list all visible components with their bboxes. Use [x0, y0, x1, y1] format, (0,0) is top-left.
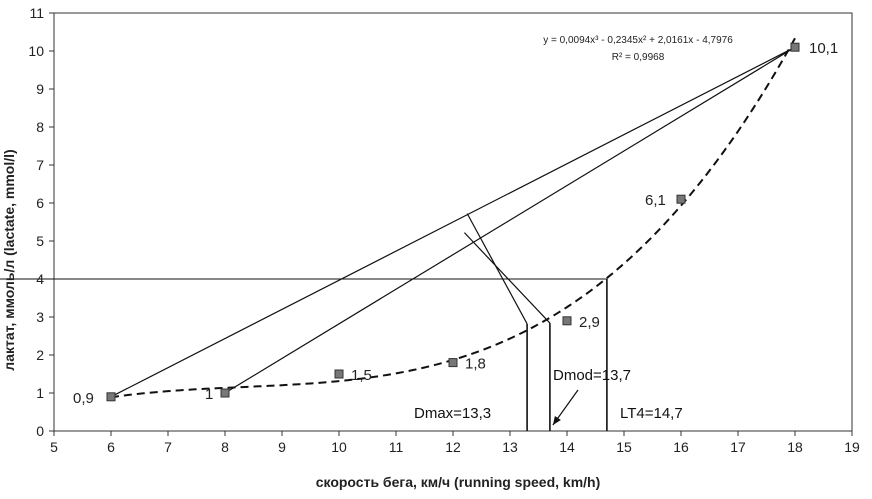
perpendicular-line [463, 232, 551, 324]
x-tick-label: 5 [50, 439, 58, 455]
y-tick-label: 10 [28, 43, 44, 59]
data-point [334, 369, 344, 379]
reference-line [110, 46, 796, 398]
data-point [676, 194, 686, 204]
y-tick-label: 11 [29, 5, 44, 21]
data-label: 0,9 [73, 390, 94, 407]
y-tick-label: 7 [36, 157, 44, 173]
data-point [220, 388, 230, 398]
dmod-label: Dmod=13,7 [553, 367, 631, 384]
annotations: Dmax=13,3 Dmod=13,7 LT4=14,7 [414, 367, 683, 426]
y-tick-label: 3 [36, 309, 44, 325]
data-point [562, 316, 572, 326]
x-tick-label: 16 [673, 439, 689, 455]
x-tick-label: 9 [278, 439, 286, 455]
trendline-equation: y = 0,0094x³ - 0,2345x² + 2,0161x - 4,79… [543, 35, 733, 46]
dmax-label: Dmax=13,3 [414, 405, 491, 422]
y-tick-label: 9 [36, 81, 44, 97]
y-tick-label: 6 [36, 195, 44, 211]
perpendicular-line [466, 213, 528, 325]
x-tick-label: 17 [730, 439, 746, 455]
data-label: 1,8 [465, 356, 486, 373]
x-tick-label: 19 [844, 439, 860, 455]
y-tick-label: 0 [36, 423, 44, 439]
y-tick-label: 1 [36, 385, 44, 401]
reference-line [224, 46, 796, 394]
trendline-r-squared: R² = 0,9968 [612, 52, 665, 63]
x-tick-label: 18 [787, 439, 803, 455]
data-label: 1 [205, 386, 213, 403]
x-tick-label: 15 [616, 439, 632, 455]
data-label: 10,1 [809, 40, 838, 57]
trendline-group [110, 37, 796, 399]
data-point [106, 392, 116, 402]
x-tick-label: 7 [164, 439, 172, 455]
x-tick-label: 8 [221, 439, 229, 455]
data-label: 2,9 [579, 314, 600, 331]
x-axis-ticks: 5 6 7 8 9 10 11 12 13 14 15 16 17 18 19 [50, 431, 860, 455]
reference-lines [0, 46, 796, 431]
trendline [110, 37, 796, 399]
dmod-arrow-head [552, 416, 561, 425]
x-tick-label: 13 [502, 439, 518, 455]
y-tick-label: 8 [36, 119, 44, 135]
x-tick-label: 6 [107, 439, 115, 455]
data-label: 1,5 [351, 367, 372, 384]
x-tick-label: 14 [559, 439, 575, 455]
x-axis-title: скорость бега, км/ч (running speed, km/h… [316, 474, 601, 490]
x-tick-label: 11 [389, 439, 404, 455]
data-point [448, 358, 458, 368]
data-label: 6,1 [645, 192, 666, 209]
lt4-label: LT4=14,7 [620, 405, 683, 422]
data-points: 0,9 1 1,5 1,8 2,9 6,1 10,1 [73, 40, 838, 407]
data-point [790, 42, 800, 52]
y-axis-title: лактат, ммоль/л (lactate, mmol/l) [1, 149, 17, 370]
y-tick-label: 5 [36, 233, 44, 249]
x-tick-label: 12 [445, 439, 461, 455]
y-tick-label: 2 [36, 347, 44, 363]
x-tick-label: 10 [331, 439, 347, 455]
